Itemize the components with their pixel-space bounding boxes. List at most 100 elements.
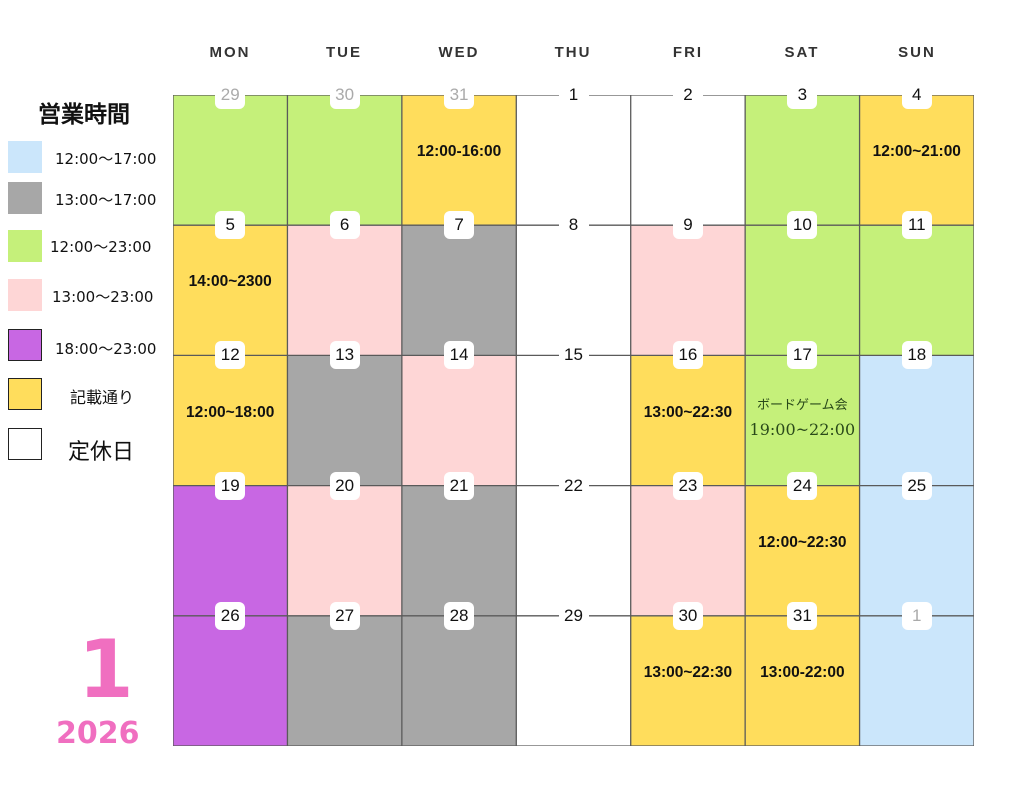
hours-label: 13:00~22:30 [643,664,733,682]
calendar-cell [516,615,631,746]
calendar-cell: 13:00~22:30 [630,355,746,486]
day-number: 1 [558,81,589,109]
day-number: 20 [329,471,360,500]
calendar-cell [630,485,746,616]
legend-swatch-purple [8,329,42,361]
day-number: 25 [901,471,932,500]
calendar-cell [173,615,288,746]
calendar-cell: 12:00~21:00 [859,95,974,226]
day-number: 27 [329,601,360,630]
calendar-cell [287,355,402,486]
calendar-cell [287,95,402,226]
event-time: 19:00~22:00 [749,420,856,440]
calendar-cell [516,95,631,226]
day-number: 14 [444,341,475,370]
day-number: 31 [444,81,475,109]
weekday-mon: MON [209,44,251,61]
day-number: 9 [672,211,703,240]
calendar-cell [173,485,288,616]
calendar-cell [287,485,402,616]
hours-label: 12:00-16:00 [416,143,502,161]
day-number: 26 [215,601,246,630]
calendar-cell [287,225,402,356]
calendar-cell: 13:00-22:00 [745,615,860,746]
calendar-cell [745,95,860,226]
day-number: 19 [215,471,246,500]
day-number: 10 [787,211,818,240]
calendar-cell [173,95,288,226]
day-number: 30 [672,601,703,630]
day-number: 23 [672,471,703,500]
weekday-wed: WED [438,44,480,61]
weekday-thu: THU [554,44,592,61]
calendar-cell [516,355,631,486]
hours-label: 12:00~18:00 [186,403,275,421]
legend-swatch-gray [8,182,42,214]
day-number: 7 [444,211,475,240]
calendar-cell [630,225,746,356]
legend-label-green: 12:00〜23:00 [50,238,152,256]
day-number: 12 [215,341,246,370]
legend-swatch-blue [8,141,42,173]
calendar-cell [287,615,402,746]
day-number: 30 [329,81,360,109]
calendar-cell [859,485,974,616]
day-number: 17 [787,341,818,370]
hours-label: 12:00~22:30 [758,533,847,551]
weekday-sat: SAT [784,44,820,61]
day-number: 15 [558,341,589,370]
hours-label: 12:00~21:00 [872,143,961,161]
legend-label-yellow: 記載通り [70,388,135,407]
legend-swatch-pink [8,279,42,311]
day-number: 31 [787,601,818,630]
month-number: 1 [78,623,134,716]
calendar-cell [859,225,974,356]
calendar-cell [859,615,974,746]
day-number: 6 [329,211,360,240]
day-number: 11 [901,211,932,240]
hours-label: 13:00-22:00 [760,664,845,682]
calendar-cell: 12:00~22:30 [745,485,860,616]
legend-title: 営業時間 [38,102,130,128]
day-number: 16 [672,341,703,370]
weekday-fri: FRI [672,44,704,61]
day-number: 4 [901,81,932,109]
legend-label-gray: 13:00〜17:00 [55,191,157,209]
day-number: 5 [215,211,246,240]
calendar-cell [745,225,860,356]
calendar-cell: 13:00~22:30 [630,615,746,746]
legend-swatch-green [8,230,42,262]
day-number: 21 [444,471,475,500]
day-number: 2 [672,81,703,109]
day-number: 22 [558,471,589,500]
calendar-cell [401,615,517,746]
event-title: ボードゲーム会 [757,398,848,414]
legend-swatch-yellow [8,378,42,410]
weekday-sun: SUN [898,44,936,61]
calendar-cell: ボードゲーム会 19:00~22:00 [745,355,860,486]
calendar-cell [516,485,631,616]
calendar-grid: 12:00-16:00 12:00~21:00 14:00~2300 12:00~18… [173,81,974,746]
hours-label: 14:00~2300 [188,273,272,291]
day-number: 3 [787,81,818,109]
calendar-cell [401,225,517,356]
calendar-cell [401,355,517,486]
legend-label-white: 定休日 [68,440,135,465]
day-number: 1 [901,601,932,630]
grid-lines [173,95,974,746]
day-number: 29 [558,601,589,630]
day-number: 13 [329,341,360,370]
legend-swatch-white [8,428,42,460]
legend-label-pink: 13:00〜23:00 [52,288,154,306]
calendar-cell: 14:00~2300 [173,225,288,356]
legend-label-purple: 18:00〜23:00 [55,340,157,358]
day-number: 28 [444,601,475,630]
legend-label-blue: 12:00〜17:00 [55,150,157,168]
calendar-cell: 12:00~18:00 [173,355,288,486]
day-number: 29 [215,81,246,109]
day-number: 24 [787,471,818,500]
weekday-tue: TUE [326,44,362,61]
hours-label: 13:00~22:30 [643,403,733,421]
calendar-cell [516,225,631,356]
year-number: 2026 [56,716,140,751]
